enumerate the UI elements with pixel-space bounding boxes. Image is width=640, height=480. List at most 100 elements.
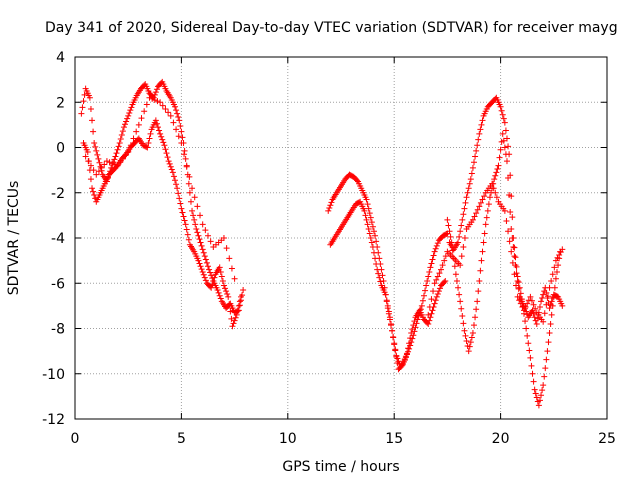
data-point: [363, 196, 370, 203]
data-point: [228, 265, 235, 272]
data-point: [433, 242, 440, 249]
data-point: [185, 236, 192, 243]
data-point: [159, 136, 166, 143]
data-point: [539, 294, 546, 301]
data-point: [106, 159, 113, 166]
data-point: [457, 298, 464, 305]
data-point: [103, 158, 110, 165]
data-point: [84, 149, 91, 156]
data-point: [481, 193, 488, 200]
data-point: [460, 320, 467, 327]
data-point: [201, 253, 208, 260]
data-point: [517, 290, 524, 297]
data-point: [368, 219, 375, 226]
data-point: [426, 268, 433, 275]
data-point: [203, 259, 210, 266]
data-point: [480, 239, 487, 246]
data-point: [145, 139, 152, 146]
data-point: [474, 142, 481, 149]
data-point: [81, 91, 88, 98]
data-point: [523, 325, 530, 332]
data-point: [524, 332, 531, 339]
data-point: [497, 146, 504, 153]
data-point: [459, 313, 466, 320]
data-point: [165, 109, 172, 116]
data-point: [366, 210, 373, 217]
data-point: [217, 295, 224, 302]
data-point: [528, 297, 535, 304]
data-point: [382, 291, 389, 298]
data-point: [499, 111, 506, 118]
data-point: [462, 332, 469, 339]
data-point: [401, 356, 408, 363]
data-point: [200, 271, 207, 278]
data-point: [493, 194, 500, 201]
data-point: [114, 162, 121, 169]
data-point: [513, 263, 520, 270]
data-point: [146, 94, 153, 101]
data-point: [111, 156, 118, 163]
data-point: [216, 264, 223, 271]
data-point: [80, 98, 87, 105]
y-tick-label: 2: [56, 95, 65, 111]
data-point: [444, 216, 451, 223]
data-point: [462, 199, 469, 206]
data-point: [406, 340, 413, 347]
data-point: [422, 287, 429, 294]
data-point: [398, 362, 405, 369]
data-point: [191, 194, 198, 201]
data-point: [505, 228, 512, 235]
data-point: [538, 298, 545, 305]
data-point: [124, 115, 131, 122]
data-point: [508, 248, 515, 255]
data-point: [465, 348, 472, 355]
data-point: [496, 154, 503, 161]
data-point: [490, 185, 497, 192]
data-point: [172, 103, 179, 110]
data-point: [225, 293, 232, 300]
data-point: [369, 244, 376, 251]
data-point: [181, 151, 188, 158]
data-point: [535, 402, 542, 409]
data-point: [205, 263, 211, 270]
data-point: [383, 297, 390, 304]
data-point: [178, 205, 185, 212]
data-point: [473, 147, 480, 154]
data-point: [89, 185, 96, 192]
data-point: [538, 392, 545, 399]
data-point: [98, 164, 105, 171]
data-point: [501, 119, 508, 126]
data-point: [464, 189, 471, 196]
data-point: [197, 212, 204, 219]
x-tick-label: 15: [385, 431, 403, 447]
data-point: [179, 134, 186, 141]
data-point: [455, 239, 462, 246]
data-point: [473, 210, 480, 217]
data-point: [94, 151, 101, 158]
data-point: [219, 277, 226, 284]
data-point: [207, 238, 214, 245]
data-point: [484, 207, 491, 214]
data-point: [226, 255, 233, 262]
data-point: [217, 268, 224, 275]
data-point: [384, 302, 391, 309]
series-seg-c: [82, 94, 238, 282]
data-point: [199, 246, 206, 253]
data-point: [527, 354, 534, 361]
data-point: [469, 216, 476, 223]
data-point: [164, 154, 171, 161]
data-point: [90, 188, 97, 195]
data-point: [453, 277, 460, 284]
data-point: [442, 277, 449, 284]
data-point: [430, 288, 437, 295]
data-point: [536, 304, 543, 311]
data-point: [373, 261, 380, 268]
data-point: [234, 307, 241, 314]
data-point: [500, 115, 507, 122]
data-point: [93, 171, 100, 178]
data-point: [208, 272, 215, 279]
series-seg-h: [425, 180, 566, 325]
data-point: [461, 327, 468, 334]
data-point: [403, 350, 410, 357]
